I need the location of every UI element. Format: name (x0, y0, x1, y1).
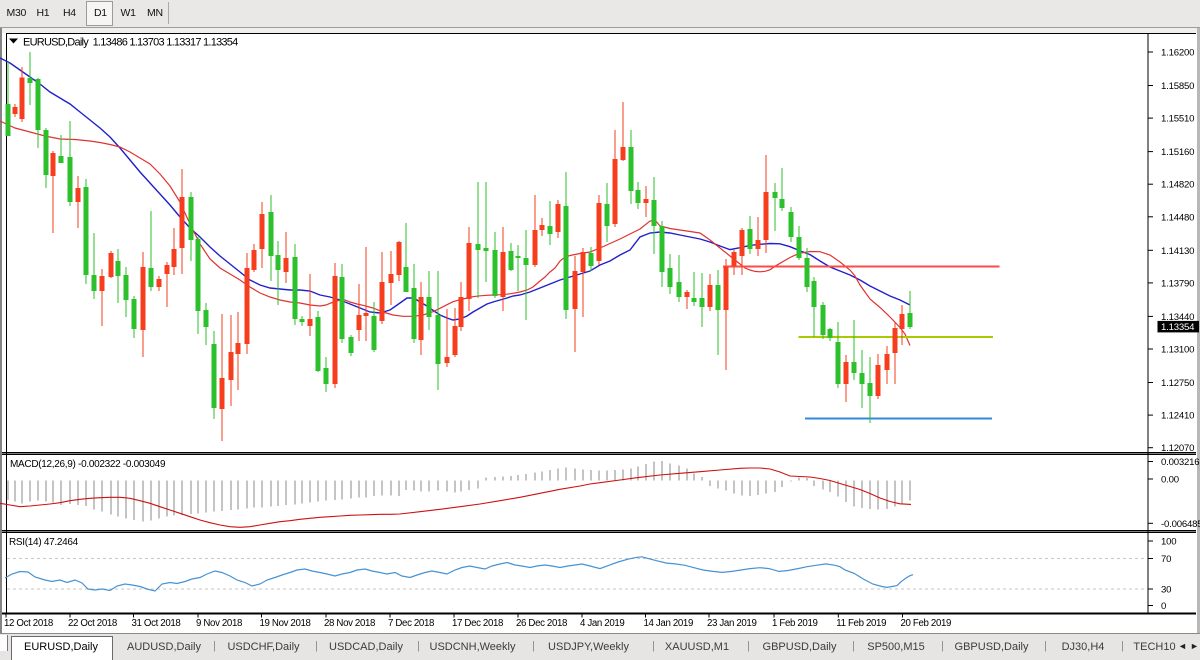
svg-text:1.15850: 1.15850 (1161, 81, 1194, 92)
svg-text:1.13440: 1.13440 (1161, 312, 1194, 323)
svg-text:7 Dec 2018: 7 Dec 2018 (388, 618, 434, 629)
svg-text:9 Nov 2018: 9 Nov 2018 (196, 618, 242, 629)
svg-text:22 Oct 2018: 22 Oct 2018 (68, 618, 117, 629)
svg-text:0.00: 0.00 (1161, 475, 1179, 486)
svg-text:19 Nov 2018: 19 Nov 2018 (260, 618, 311, 629)
svg-text:12 Oct 2018: 12 Oct 2018 (4, 618, 53, 629)
svg-text:1 Feb 2019: 1 Feb 2019 (772, 618, 818, 629)
svg-text:1.14130: 1.14130 (1161, 246, 1194, 257)
svg-text:1.14820: 1.14820 (1161, 180, 1194, 191)
svg-text:11 Feb 2019: 11 Feb 2019 (836, 618, 886, 629)
svg-text:1.14480: 1.14480 (1161, 212, 1194, 223)
svg-text:100: 100 (1161, 537, 1176, 548)
svg-text:EURUSD,Daily 1.13486 1.13703: EURUSD,Daily 1.13486 1.13703 1.13317 1.1… (23, 37, 238, 49)
svg-text:0: 0 (1161, 601, 1166, 612)
svg-text:1.13354: 1.13354 (1161, 322, 1195, 333)
svg-text:RSI(14) 47.2464: RSI(14) 47.2464 (9, 537, 79, 548)
svg-text:1.13100: 1.13100 (1161, 345, 1194, 356)
svg-text:1.16200: 1.16200 (1161, 48, 1194, 59)
svg-text:1.12410: 1.12410 (1161, 411, 1194, 422)
svg-text:1.15160: 1.15160 (1161, 147, 1194, 158)
svg-text:1.13790: 1.13790 (1161, 278, 1194, 289)
svg-text:4 Jan 2019: 4 Jan 2019 (580, 618, 624, 629)
svg-text:26 Dec 2018: 26 Dec 2018 (516, 618, 567, 629)
svg-text:-0.006485: -0.006485 (1161, 519, 1200, 530)
svg-text:0.003216: 0.003216 (1161, 457, 1199, 468)
svg-text:23 Jan 2019: 23 Jan 2019 (707, 618, 756, 629)
svg-text:28 Nov 2018: 28 Nov 2018 (324, 618, 375, 629)
svg-text:70: 70 (1161, 554, 1171, 565)
svg-text:31 Oct 2018: 31 Oct 2018 (132, 618, 181, 629)
svg-text:1.12750: 1.12750 (1161, 378, 1194, 389)
svg-text:MACD(12,26,9) -0.002322 -0.003: MACD(12,26,9) -0.002322 -0.003049 (10, 459, 166, 470)
svg-text:1.12070: 1.12070 (1161, 443, 1194, 454)
svg-text:14 Jan 2019: 14 Jan 2019 (644, 618, 693, 629)
svg-text:20 Feb 2019: 20 Feb 2019 (901, 618, 952, 629)
svg-text:17 Dec 2018: 17 Dec 2018 (452, 618, 503, 629)
svg-text:1.15510: 1.15510 (1161, 114, 1194, 125)
svg-text:30: 30 (1161, 585, 1171, 596)
